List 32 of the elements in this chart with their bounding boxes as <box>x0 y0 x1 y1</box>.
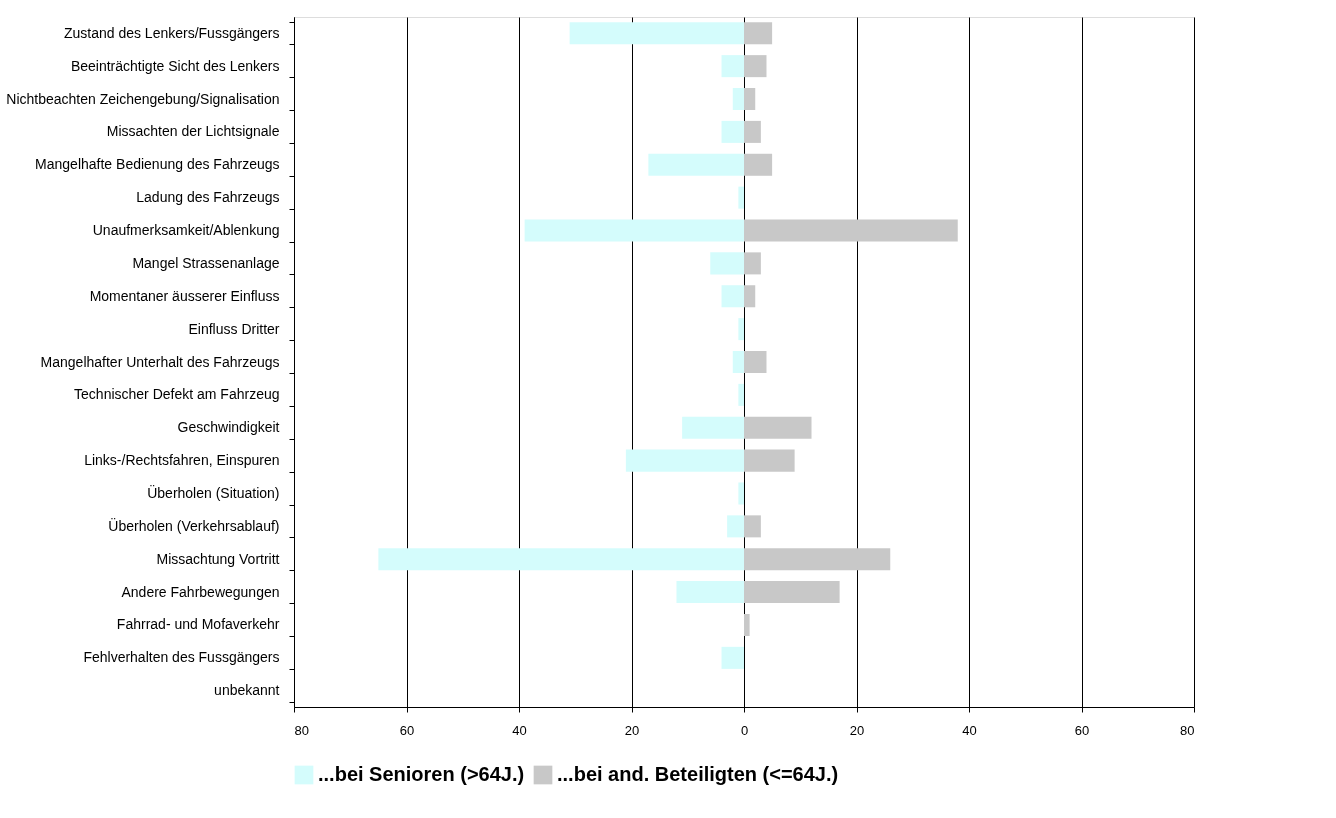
x-tick-label: 60 <box>399 722 415 738</box>
y-tick-label: Mangelhafte Bedienung des Fahrzeugs <box>35 156 280 173</box>
x-tick-label: 80 <box>1180 722 1195 738</box>
y-tick-label: Momentaner äusserer Einfluss <box>89 287 280 304</box>
legend-label: ...bei Senioren (>64J.) <box>318 763 525 785</box>
y-tick-label: Geschwindigkeit <box>177 419 280 436</box>
x-tick-label: 60 <box>1074 722 1090 738</box>
x-tick-label: 40 <box>512 722 527 738</box>
legend-label: ...bei and. Beteiligten (<=64J.) <box>557 763 839 785</box>
y-tick-label: Missachtung Vortritt <box>156 550 280 567</box>
x-tick-label: 80 <box>294 722 309 738</box>
y-tick-label: Nichtbeachten Zeichengebung/Signalisation <box>6 90 280 107</box>
x-tick-label: 0 <box>740 722 749 738</box>
y-tick-label: Mangelhafter Unterhalt des Fahrzeugs <box>40 353 280 370</box>
x-tick-label: 20 <box>624 722 640 738</box>
y-tick-label: Andere Fahrbewegungen <box>121 583 280 600</box>
y-tick-label: Fehlverhalten des Fussgängers <box>83 649 280 666</box>
x-tick-label: 20 <box>849 722 865 738</box>
y-tick-label: unbekannt <box>214 682 280 699</box>
y-tick-label: Einfluss Dritter <box>188 320 280 337</box>
y-tick-label: Links-/Rechtsfahren, Einspuren <box>84 452 280 469</box>
y-tick-label: Mangel Strassenanlage <box>132 254 280 271</box>
y-tick-label: Technischer Defekt am Fahrzeug <box>74 386 280 403</box>
y-tick-label: Ladung des Fahrzeugs <box>136 189 280 206</box>
x-tick-label: 40 <box>962 722 977 738</box>
y-tick-label: Zustand des Lenkers/Fussgängers <box>63 24 280 41</box>
y-tick-label: Beeinträchtigte Sicht des Lenkers <box>70 57 280 74</box>
y-tick-label: Missachten der Lichtsignale <box>106 123 280 140</box>
y-tick-label: Überholen (Verkehrsablauf) <box>108 516 280 534</box>
y-tick-label: Fahrrad- und Mofaverkehr <box>116 616 280 633</box>
y-tick-label: Überholen (Situation) <box>147 483 280 501</box>
y-tick-label: Unaufmerksamkeit/Ablenkung <box>92 222 280 239</box>
